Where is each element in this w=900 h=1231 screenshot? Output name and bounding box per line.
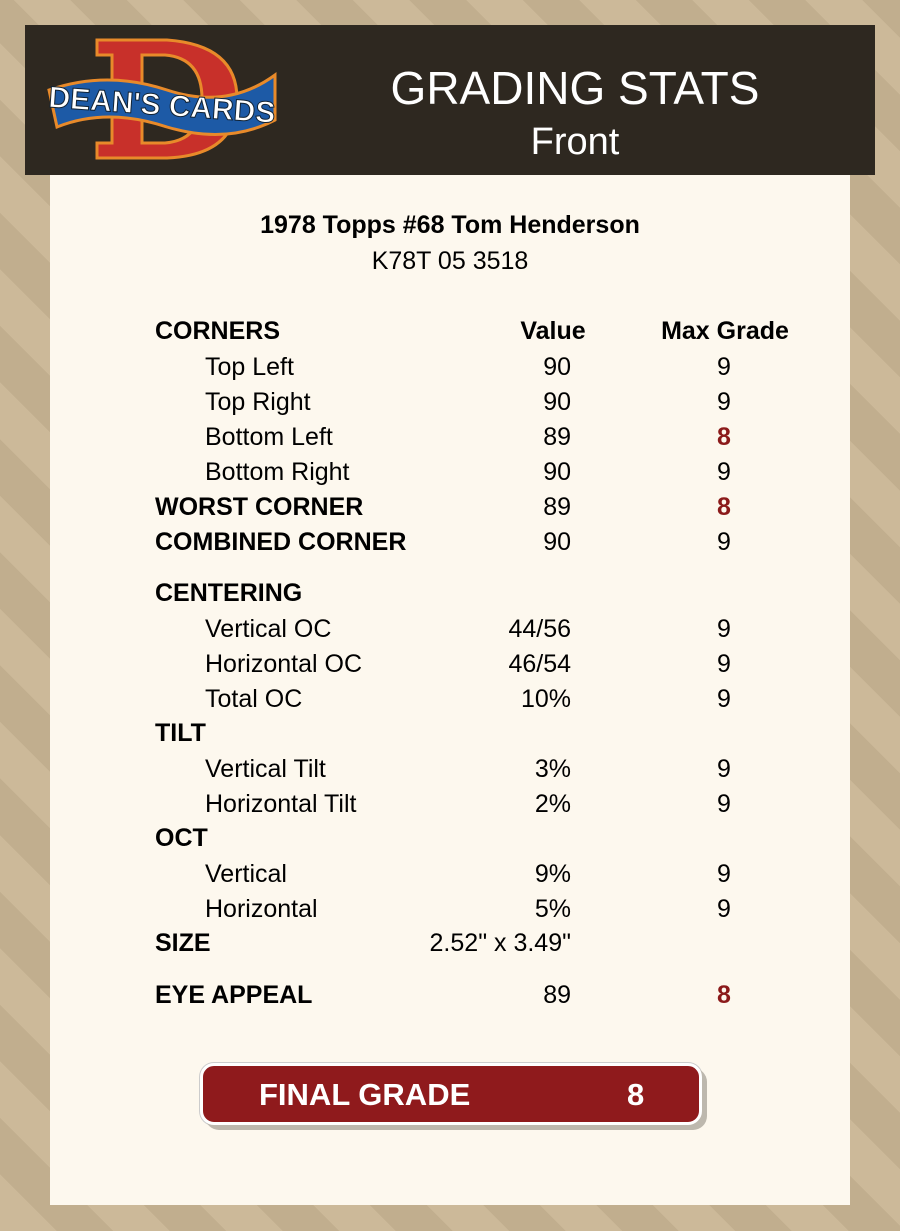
- final-grade-label: FINAL GRADE: [259, 1077, 471, 1112]
- page-subtitle: Front: [530, 121, 620, 163]
- stat-row: Top Left 90 9: [50, 352, 850, 382]
- stat-max-grade: 9: [717, 755, 731, 783]
- stat-label: TILT: [155, 719, 206, 747]
- stats-panel: 1978 Topps #68 Tom Henderson K78T 05 351…: [50, 175, 850, 1205]
- stat-label: CORNERS: [155, 317, 281, 345]
- stat-row: Horizontal Tilt 2% 9: [50, 789, 850, 819]
- stat-label: Top Left: [205, 353, 294, 381]
- stat-max-grade: 9: [717, 615, 731, 643]
- stat-row: Horizontal 5% 9: [50, 894, 850, 924]
- header-bar: DEAN'S CARDS GRADING STATS Front: [25, 25, 875, 175]
- stat-value: 90: [543, 353, 571, 381]
- page-title: GRADING STATS: [390, 62, 760, 114]
- stat-label: OCT: [155, 824, 208, 852]
- stat-label: Horizontal OC: [205, 650, 362, 678]
- stat-label: Horizontal Tilt: [205, 790, 357, 818]
- stat-value: 89: [543, 981, 571, 1009]
- stat-row: Vertical OC 44/56 9: [50, 614, 850, 644]
- stat-label: EYE APPEAL: [155, 981, 313, 1009]
- stat-label: Vertical OC: [205, 615, 332, 643]
- stat-row: Vertical Tilt 3% 9: [50, 754, 850, 784]
- max-grade-column-header: Max Grade: [661, 317, 789, 345]
- stat-value: 44/56: [508, 615, 571, 643]
- stat-row: Total OC 10% 9: [50, 684, 850, 714]
- stat-row: Top Right 90 9: [50, 387, 850, 417]
- stat-max-grade: 8: [717, 493, 731, 521]
- stat-row: Bottom Left 89 8: [50, 422, 850, 452]
- stat-max-grade: 9: [717, 860, 731, 888]
- stat-value: 9%: [534, 860, 571, 888]
- stat-max-grade: 9: [717, 458, 731, 486]
- final-grade-value: 8: [627, 1077, 645, 1112]
- stat-value: 2%: [534, 790, 571, 818]
- stat-label: WORST CORNER: [155, 493, 364, 521]
- stat-label: Vertical: [205, 860, 287, 888]
- stat-label: Bottom Right: [205, 458, 350, 486]
- stat-label: SIZE: [155, 929, 211, 957]
- stat-label: Top Right: [205, 388, 311, 416]
- stat-row: SIZE 2.52" x 3.49": [50, 928, 850, 958]
- stat-label: COMBINED CORNER: [155, 528, 407, 556]
- stat-label: CENTERING: [155, 579, 303, 607]
- stat-row: Bottom Right 90 9: [50, 457, 850, 487]
- stat-label: Vertical Tilt: [205, 755, 326, 783]
- stat-max-grade: 9: [717, 650, 731, 678]
- stat-row: WORST CORNER 89 8: [50, 492, 850, 522]
- stat-row: EYE APPEAL 89 8: [50, 980, 850, 1010]
- stat-value: 46/54: [508, 650, 571, 678]
- stat-label: Horizontal: [205, 895, 318, 923]
- stat-row: CORNERS: [50, 316, 850, 346]
- stat-max-grade: 9: [717, 685, 731, 713]
- stat-max-grade: 9: [717, 528, 731, 556]
- stat-value: 89: [543, 423, 571, 451]
- stat-row: Horizontal OC 46/54 9: [50, 649, 850, 679]
- stat-row: COMBINED CORNER 90 9: [50, 527, 850, 557]
- stat-label: Bottom Left: [205, 423, 333, 451]
- stat-max-grade: 9: [717, 895, 731, 923]
- stat-value: 5%: [534, 895, 571, 923]
- stat-value: 90: [543, 388, 571, 416]
- stat-value: 90: [543, 528, 571, 556]
- stat-row: Vertical 9% 9: [50, 859, 850, 889]
- final-grade-badge: FINAL GRADE 8: [200, 1063, 702, 1125]
- stat-value: 90: [543, 458, 571, 486]
- card-name: 1978 Topps #68 Tom Henderson: [260, 211, 640, 239]
- stat-row: CENTERING: [50, 578, 850, 608]
- stat-value: 2.52" x 3.49": [429, 929, 571, 957]
- deans-cards-logo: DEAN'S CARDS: [47, 38, 277, 160]
- stat-value: 89: [543, 493, 571, 521]
- stat-value: 10%: [520, 685, 571, 713]
- stat-row: OCT: [50, 823, 850, 853]
- stat-max-grade: 9: [717, 353, 731, 381]
- value-column-header: Value: [520, 317, 586, 345]
- stat-row: TILT: [50, 718, 850, 748]
- stat-max-grade: 8: [717, 423, 731, 451]
- stat-value: 3%: [534, 755, 571, 783]
- stat-max-grade: 9: [717, 790, 731, 818]
- stat-max-grade: 9: [717, 388, 731, 416]
- stat-label: Total OC: [205, 685, 303, 713]
- card-id: K78T 05 3518: [371, 247, 529, 275]
- stat-max-grade: 8: [717, 981, 731, 1009]
- column-headers: Value Max Grade: [50, 316, 850, 346]
